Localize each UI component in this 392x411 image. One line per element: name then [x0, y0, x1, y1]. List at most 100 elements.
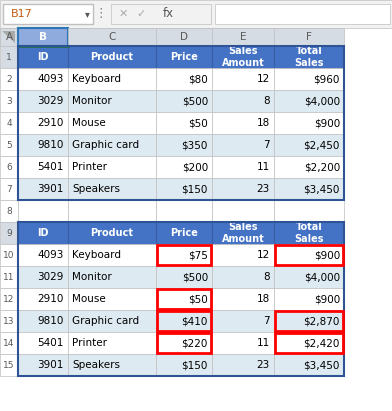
Bar: [0, 266, 18, 288]
Bar: [0, 354, 18, 376]
Bar: [18, 68, 68, 90]
Text: 11: 11: [257, 338, 270, 348]
Polygon shape: [2, 31, 15, 43]
Bar: [68, 288, 156, 310]
Text: 1: 1: [6, 53, 12, 62]
Text: 2910: 2910: [38, 294, 64, 304]
Text: 23: 23: [257, 184, 270, 194]
Text: Graphic card: Graphic card: [72, 316, 139, 326]
Bar: [212, 222, 274, 244]
Text: Printer: Printer: [72, 162, 107, 172]
Text: $2,870: $2,870: [304, 316, 340, 326]
Text: Keyboard: Keyboard: [72, 250, 121, 260]
Text: 15: 15: [3, 360, 15, 369]
Bar: [18, 266, 68, 288]
Bar: [274, 244, 344, 266]
Text: 11: 11: [257, 162, 270, 172]
Text: 3901: 3901: [38, 184, 64, 194]
Bar: [156, 28, 212, 46]
Bar: [274, 90, 344, 112]
Bar: [0, 310, 18, 332]
Text: $350: $350: [181, 140, 208, 150]
Bar: [212, 156, 274, 178]
Text: 8: 8: [263, 272, 270, 282]
Text: 3901: 3901: [38, 360, 64, 370]
Bar: [275, 245, 343, 265]
Bar: [18, 244, 68, 266]
Bar: [3, 4, 93, 24]
Text: ✓: ✓: [136, 9, 146, 19]
Text: A: A: [5, 32, 13, 42]
Text: Speakers: Speakers: [72, 360, 120, 370]
Text: 5401: 5401: [38, 162, 64, 172]
Bar: [275, 311, 343, 331]
Text: $50: $50: [188, 118, 208, 128]
Text: $50: $50: [188, 294, 208, 304]
Bar: [212, 134, 274, 156]
Text: 6: 6: [6, 162, 12, 171]
Text: 9: 9: [6, 229, 12, 238]
Text: 12: 12: [3, 295, 15, 303]
Bar: [212, 244, 274, 266]
Bar: [274, 288, 344, 310]
Bar: [18, 46, 68, 68]
Text: F: F: [306, 32, 312, 42]
Bar: [18, 46, 344, 200]
Text: ▾: ▾: [85, 9, 89, 19]
Bar: [0, 200, 18, 222]
Text: 14: 14: [3, 339, 15, 347]
Bar: [111, 4, 211, 24]
Text: Product: Product: [91, 52, 134, 62]
Bar: [68, 156, 156, 178]
Bar: [212, 90, 274, 112]
Text: Mouse: Mouse: [72, 118, 106, 128]
Bar: [18, 200, 68, 222]
Text: $410: $410: [181, 316, 208, 326]
Bar: [68, 310, 156, 332]
Bar: [0, 28, 18, 46]
Bar: [68, 354, 156, 376]
Text: 18: 18: [257, 118, 270, 128]
Bar: [212, 46, 274, 68]
Text: $150: $150: [181, 360, 208, 370]
Bar: [212, 200, 274, 222]
Bar: [215, 4, 390, 24]
Bar: [156, 90, 212, 112]
Text: 8: 8: [263, 96, 270, 106]
Text: 7: 7: [263, 316, 270, 326]
Bar: [18, 90, 68, 112]
Text: $500: $500: [182, 96, 208, 106]
Text: 11: 11: [3, 272, 15, 282]
Bar: [68, 68, 156, 90]
Text: Monitor: Monitor: [72, 96, 112, 106]
Bar: [274, 332, 344, 354]
Bar: [68, 112, 156, 134]
Bar: [0, 46, 18, 68]
Bar: [0, 28, 18, 46]
Text: Price: Price: [170, 52, 198, 62]
Bar: [68, 46, 156, 68]
Text: ID: ID: [37, 52, 49, 62]
Text: $2,200: $2,200: [304, 162, 340, 172]
Bar: [18, 222, 344, 376]
Text: Price: Price: [170, 228, 198, 238]
Text: $80: $80: [188, 74, 208, 84]
Bar: [0, 112, 18, 134]
Text: $900: $900: [314, 118, 340, 128]
Text: B17: B17: [11, 9, 33, 19]
Bar: [156, 222, 212, 244]
Bar: [274, 222, 344, 244]
Bar: [212, 68, 274, 90]
Text: C: C: [108, 32, 116, 42]
Text: $200: $200: [182, 162, 208, 172]
Bar: [68, 28, 156, 46]
Text: 5401: 5401: [38, 338, 64, 348]
Bar: [68, 332, 156, 354]
Bar: [274, 112, 344, 134]
Text: 18: 18: [257, 294, 270, 304]
Bar: [0, 222, 18, 244]
Bar: [156, 266, 212, 288]
Text: B: B: [39, 32, 47, 42]
Bar: [18, 354, 68, 376]
Bar: [212, 332, 274, 354]
